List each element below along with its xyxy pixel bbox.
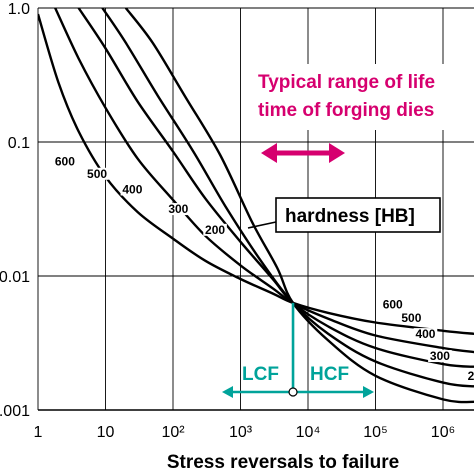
- curves: [38, 8, 474, 404]
- series-line-300: [101, 8, 474, 388]
- curve-label: 300: [430, 349, 450, 363]
- curve-label: 600: [55, 154, 75, 168]
- curve-label-bg: [53, 155, 77, 168]
- y-tick-label: 0.001: [0, 403, 30, 420]
- series-line-400: [77, 8, 474, 368]
- hardness-legend-box: [275, 197, 441, 233]
- curve-label: 400: [122, 182, 142, 196]
- forging-dies-arrowhead-right: [329, 143, 345, 163]
- x-tick-label: 10⁶: [431, 424, 455, 441]
- curve-label-bg: [428, 350, 452, 363]
- curve-label-bg: [120, 183, 145, 196]
- forging-dies-text-line2: time of forging dies: [258, 100, 434, 121]
- curve-label-bg: [466, 370, 474, 383]
- hardness-legend-leader: [247, 221, 277, 229]
- curve-label: 2: [468, 369, 474, 383]
- tick-labels: 1 10 10² 10³ 10⁴ 10⁵ 10⁶ 1.0 0.1 0.01 0.001: [0, 1, 455, 441]
- x-tick-label: 10²: [161, 424, 185, 441]
- lcf-label: LCF: [242, 364, 279, 385]
- x-tick-label: 10⁵: [363, 424, 387, 441]
- curve-label: 600: [383, 298, 403, 312]
- curve-label-bg: [399, 312, 424, 325]
- curve-label: 500: [401, 311, 421, 325]
- series-line-600: [38, 13, 474, 335]
- x-tick-label: 10: [97, 424, 115, 441]
- curve-label: 500: [87, 167, 107, 181]
- curve-label: 400: [415, 327, 435, 341]
- transition-point-marker: [288, 387, 298, 397]
- regime-arrowhead-left: [222, 386, 233, 398]
- curve-label-bg: [413, 328, 438, 341]
- series-line-500: [54, 8, 474, 354]
- curve-label-bg: [203, 223, 227, 236]
- x-tick-label: 10⁴: [296, 424, 321, 441]
- y-tick-label: 0.01: [0, 269, 30, 286]
- series-line-200: [124, 8, 474, 404]
- annotations: Typical range of life time of forging die…: [222, 64, 474, 398]
- curve-label: 300: [168, 202, 188, 216]
- forging-dies-text-line1: Typical range of life: [258, 72, 435, 93]
- forging-dies-arrowhead-left: [261, 143, 277, 163]
- curve-label-bg: [85, 167, 109, 180]
- regime-arrowhead-right: [363, 386, 374, 398]
- y-tick-label: 1.0: [8, 1, 30, 18]
- y-tick-label: 0.1: [8, 135, 30, 152]
- x-tick-label: 1: [34, 424, 43, 441]
- hardness-legend-text: hardness [HB]: [285, 206, 415, 227]
- curve-label-bg: [380, 298, 405, 311]
- x-axis-title: Stress reversals to failure: [167, 452, 399, 473]
- forging-dies-box: [250, 64, 474, 130]
- x-tick-label: 10³: [229, 424, 253, 441]
- curve-label: 200: [205, 223, 225, 237]
- hcf-label: HCF: [310, 364, 349, 385]
- curve-label-bg: [166, 203, 191, 216]
